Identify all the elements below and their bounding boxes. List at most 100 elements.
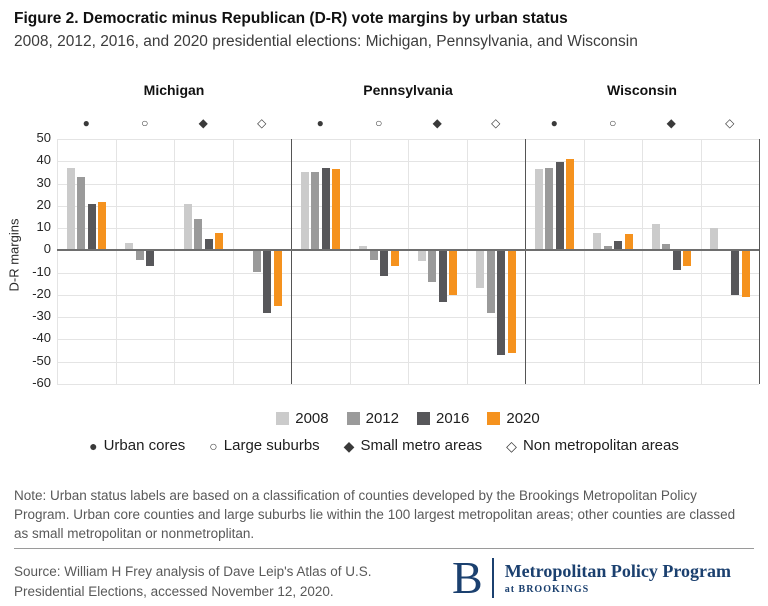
panel-title-pennsylvania: Pennsylvania: [363, 82, 453, 98]
gridline-vertical: [642, 139, 643, 384]
legend-small-metro-areas: ◆ Small metro areas: [344, 437, 483, 454]
gridline-vertical: [116, 139, 117, 384]
large-suburbs-marker-icon: ○: [209, 437, 218, 454]
source-line-1: Source: William H Frey analysis of Dave …: [14, 564, 372, 579]
y-tick-label: -60: [32, 375, 51, 390]
small-metro-areas-marker-icon: ◆: [343, 437, 355, 454]
legend-swatch-2016-icon: [417, 412, 430, 425]
panel-divider: [759, 139, 760, 384]
y-tick-label: 20: [36, 196, 51, 212]
non-metropolitan-areas-marker-icon: ◇: [725, 116, 735, 130]
bar-michigan-urban-cores-2020: [98, 202, 106, 251]
legend-swatch-2020-icon: [487, 412, 501, 425]
logo-program-name: Metropolitan Policy Program: [504, 561, 731, 581]
bar-pennsylvania-large-suburbs-2020: [390, 250, 399, 266]
bar-michigan-non-metropolitan-areas-2020: [273, 250, 282, 307]
bar-wisconsin-small-metro-areas-2016: [672, 250, 681, 271]
panel-divider: [291, 139, 292, 384]
bar-pennsylvania-small-metro-areas-2008: [417, 250, 426, 262]
bar-wisconsin-large-suburbs-2008: [593, 232, 601, 251]
legend-year-label: 2016: [436, 410, 470, 427]
gridline-vertical: [174, 139, 175, 384]
bar-wisconsin-non-metropolitan-areas-2020: [741, 250, 750, 298]
gridline-vertical: [584, 139, 585, 384]
bar-pennsylvania-large-suburbs-2016: [380, 250, 388, 276]
bar-wisconsin-large-suburbs-2020: [624, 233, 633, 251]
bar-michigan-small-metro-areas-2012: [194, 219, 202, 251]
legend-non-metropolitan-areas: ◇ Non metropolitan areas: [506, 437, 679, 454]
legend-urban-cores: ● Urban cores: [89, 437, 185, 454]
bar-michigan-small-metro-areas-2016: [204, 239, 213, 251]
legend-year-2008: 2008: [276, 410, 329, 427]
urban-cores-marker-icon: ●: [550, 116, 558, 130]
legend-status-label: Small metro areas: [360, 437, 483, 454]
brookings-b-mark: B: [452, 552, 483, 603]
bar-michigan-urban-cores-2012: [77, 176, 85, 251]
legend-year-label: 2012: [365, 410, 399, 427]
legend-status-label: Large suburbs: [223, 437, 320, 454]
y-tick-label: 50: [36, 130, 51, 145]
logo-subtitle: at BROOKINGS: [504, 584, 590, 595]
legend-year-label: 2008: [295, 410, 329, 427]
bar-pennsylvania-small-metro-areas-2020: [449, 250, 457, 295]
gridline-vertical: [350, 139, 351, 384]
urban-cores-marker-icon: ●: [316, 116, 324, 130]
large-suburbs-marker-icon: ○: [141, 116, 149, 130]
bar-pennsylvania-urban-cores-2008: [300, 172, 309, 251]
gridline-horizontal: [57, 384, 759, 385]
y-tick-label: -20: [32, 285, 51, 301]
y-tick-label: 40: [36, 152, 51, 168]
non-metropolitan-areas-marker-icon: ◇: [257, 116, 267, 130]
legend-year-2020: 2020: [487, 410, 540, 427]
bar-wisconsin-small-metro-areas-2020: [683, 250, 691, 266]
legend-swatch-2008-icon: [276, 412, 290, 425]
urban-cores-marker-icon: ●: [82, 116, 90, 130]
bar-michigan-non-metropolitan-areas-2016: [263, 250, 271, 313]
legend-years: 2008 2012 2016 2020: [57, 410, 759, 427]
bar-pennsylvania-urban-cores-2020: [332, 169, 340, 251]
bar-pennsylvania-non-metropolitan-areas-2020: [507, 250, 516, 353]
bar-pennsylvania-large-suburbs-2012: [369, 250, 378, 261]
y-tick-label: -40: [32, 330, 51, 346]
bar-michigan-small-metro-areas-2008: [183, 203, 192, 251]
legend-urban-status: ● Urban cores ○ Large suburbs ◆ Small metro a…: [0, 437, 768, 454]
source-text: Source: William H Frey analysis of Dave …: [14, 562, 371, 602]
gridline-vertical: [408, 139, 409, 384]
bar-wisconsin-large-suburbs-2012: [603, 245, 612, 251]
y-tick-label: -50: [32, 352, 51, 368]
urban-cores-marker-icon: ●: [89, 437, 98, 454]
small-metro-areas-marker-icon: ◆: [666, 116, 676, 130]
bar-pennsylvania-non-metropolitan-areas-2008: [476, 250, 484, 289]
y-tick-label: -10: [32, 263, 51, 279]
y-tick-label: 30: [36, 174, 51, 190]
bar-pennsylvania-small-metro-areas-2016: [438, 250, 447, 302]
gridline-vertical: [701, 139, 702, 384]
legend-status-label: Urban cores: [103, 437, 186, 454]
small-metro-areas-marker-icon: ◆: [198, 116, 208, 130]
figure-subtitle: 2008, 2012, 2016, and 2020 presidential …: [14, 33, 638, 50]
brookings-logo: B Metropolitan Policy Program at BROOKIN…: [452, 552, 731, 603]
bar-wisconsin-urban-cores-2016: [555, 162, 564, 251]
panel-title-wisconsin: Wisconsin: [607, 82, 677, 98]
small-metro-areas-marker-icon: ◆: [432, 116, 442, 130]
bar-pennsylvania-small-metro-areas-2012: [428, 250, 436, 282]
bar-michigan-large-suburbs-2012: [135, 250, 144, 261]
bar-michigan-urban-cores-2008: [66, 167, 75, 251]
bar-pennsylvania-urban-cores-2012: [311, 172, 319, 251]
bar-michigan-large-suburbs-2008: [125, 242, 133, 251]
bar-michigan-urban-cores-2016: [87, 203, 96, 251]
note-text: Note: Urban status labels are based on a…: [14, 488, 736, 541]
bar-wisconsin-urban-cores-2008: [534, 169, 543, 251]
bar-wisconsin-non-metropolitan-areas-2008: [710, 228, 718, 251]
panel-title-michigan: Michigan: [143, 82, 205, 98]
gridline-vertical: [57, 139, 58, 384]
bar-wisconsin-urban-cores-2020: [566, 159, 574, 251]
bar-wisconsin-non-metropolitan-areas-2016: [731, 250, 739, 295]
panel-divider: [525, 139, 526, 384]
legend-year-label: 2020: [506, 410, 540, 427]
legend-year-2012: 2012: [346, 410, 399, 427]
gridline-vertical: [233, 139, 234, 384]
large-suburbs-marker-icon: ○: [609, 116, 617, 130]
bar-michigan-non-metropolitan-areas-2012: [252, 250, 261, 272]
